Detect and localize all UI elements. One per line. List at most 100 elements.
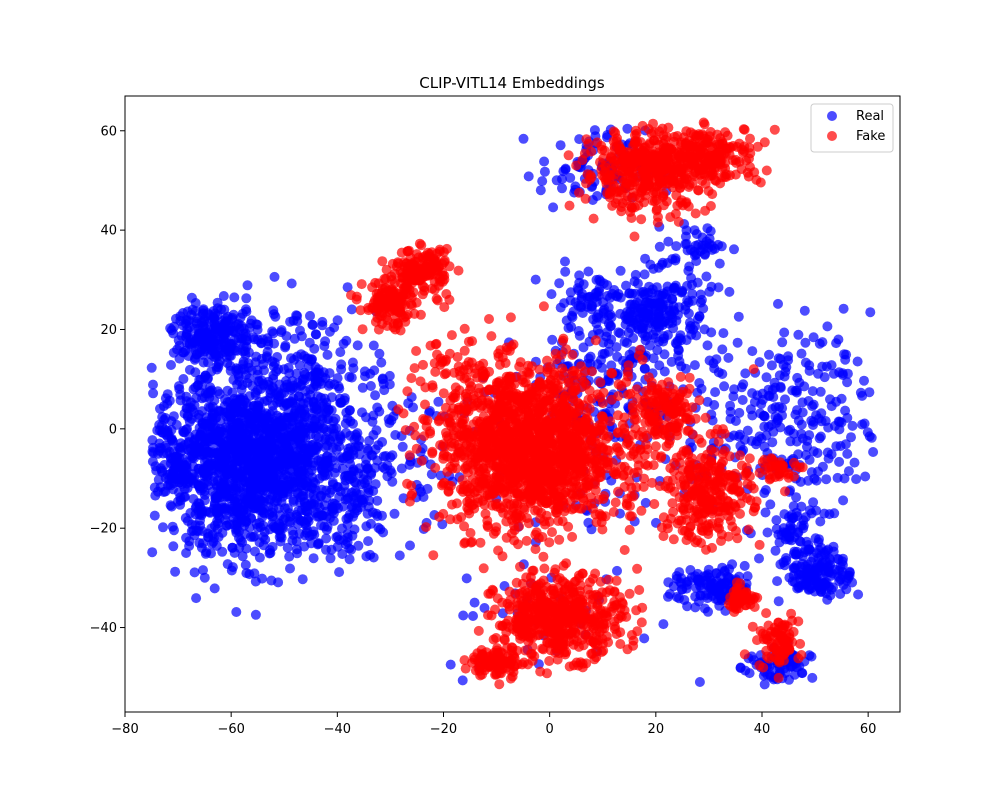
point-real <box>241 331 252 342</box>
point-real <box>860 471 871 482</box>
point-real <box>445 659 456 670</box>
point-fake <box>452 514 463 525</box>
point-real <box>724 286 735 297</box>
point-real <box>155 403 165 414</box>
point-real <box>324 513 335 523</box>
point-real <box>683 308 694 319</box>
point-fake <box>587 503 598 514</box>
point-real <box>171 313 181 324</box>
point-fake <box>468 499 479 510</box>
point-real <box>767 384 778 395</box>
point-real <box>299 411 310 422</box>
point-fake <box>502 425 513 436</box>
point-real <box>284 465 295 476</box>
point-real <box>725 400 736 411</box>
point-real <box>370 479 381 490</box>
point-real <box>820 580 831 591</box>
point-real <box>275 530 286 541</box>
point-real <box>865 307 876 318</box>
point-real <box>659 349 670 360</box>
point-real <box>297 574 308 585</box>
point-real <box>780 366 791 377</box>
point-real <box>658 304 669 315</box>
point-real <box>200 388 211 399</box>
point-real <box>847 420 858 431</box>
point-real <box>547 334 558 345</box>
point-real <box>296 331 307 342</box>
point-fake <box>478 463 489 473</box>
point-real <box>231 363 242 374</box>
point-real <box>195 438 206 449</box>
point-real <box>691 256 702 267</box>
point-fake <box>530 544 541 555</box>
point-fake <box>482 520 493 531</box>
point-real <box>342 282 353 293</box>
point-real <box>747 346 758 357</box>
point-real <box>838 303 849 314</box>
point-real <box>213 447 224 458</box>
point-real <box>796 520 807 531</box>
point-real <box>232 473 243 484</box>
point-real <box>240 349 251 360</box>
point-real <box>173 381 184 392</box>
point-real <box>591 287 602 298</box>
point-real <box>173 461 184 472</box>
point-real <box>596 362 607 373</box>
point-real <box>146 362 157 373</box>
point-fake <box>632 563 643 574</box>
point-fake <box>437 480 447 491</box>
point-fake <box>619 545 630 555</box>
point-real <box>301 392 312 403</box>
point-real <box>374 348 385 359</box>
point-real <box>813 566 823 577</box>
point-real <box>704 286 715 297</box>
point-real <box>190 367 201 378</box>
point-real <box>241 293 252 304</box>
point-real <box>310 329 321 340</box>
point-real <box>341 513 352 524</box>
point-real <box>530 274 541 285</box>
point-real <box>842 448 853 459</box>
point-real <box>335 397 346 408</box>
point-real <box>365 549 376 560</box>
point-real <box>328 442 338 453</box>
point-real <box>322 349 333 360</box>
point-real <box>220 491 231 502</box>
point-fake <box>558 333 569 344</box>
point-real <box>263 376 274 387</box>
point-fake <box>455 484 466 495</box>
point-fake <box>554 534 565 545</box>
point-real <box>217 527 228 538</box>
point-real <box>706 327 717 338</box>
point-real <box>185 508 196 518</box>
point-fake <box>514 426 525 437</box>
point-real <box>548 202 559 213</box>
point-real <box>864 431 875 442</box>
point-real <box>717 344 728 355</box>
point-real <box>168 484 178 495</box>
point-real <box>557 183 567 194</box>
point-real <box>777 337 788 348</box>
point-real <box>344 543 355 554</box>
point-fake <box>480 480 491 491</box>
point-real <box>181 329 192 340</box>
point-real <box>313 511 324 522</box>
point-real <box>239 462 250 473</box>
point-real <box>246 315 257 326</box>
point-real <box>794 569 805 580</box>
point-real <box>242 451 253 462</box>
point-real <box>713 282 724 293</box>
point-real <box>702 340 713 351</box>
point-real <box>206 412 217 423</box>
point-real <box>272 490 283 501</box>
point-real <box>662 330 673 340</box>
point-real <box>284 508 295 519</box>
point-real <box>240 559 251 570</box>
point-real <box>325 487 335 498</box>
point-real <box>546 289 557 300</box>
point-real <box>287 376 298 386</box>
point-real <box>304 445 314 456</box>
point-fake <box>506 528 517 539</box>
point-real <box>284 516 295 527</box>
point-fake <box>513 539 523 550</box>
